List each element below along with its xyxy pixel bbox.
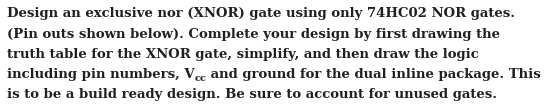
Text: truth table for the XNOR gate, simplify, and then draw the logic: truth table for the XNOR gate, simplify,…	[7, 48, 479, 61]
Text: is to be a build ready design. Be sure to account for unused gates.: is to be a build ready design. Be sure t…	[7, 88, 496, 101]
Text: including pin numbers, V: including pin numbers, V	[7, 68, 194, 81]
Text: and ground for the dual inline package. This: and ground for the dual inline package. …	[206, 68, 541, 81]
Text: Design an exclusive nor (XNOR) gate using only 74HC02 NOR gates.: Design an exclusive nor (XNOR) gate usin…	[7, 7, 515, 20]
Text: cc: cc	[194, 74, 206, 83]
Text: (Pin outs shown below). Complete your design by first drawing the: (Pin outs shown below). Complete your de…	[7, 28, 500, 41]
